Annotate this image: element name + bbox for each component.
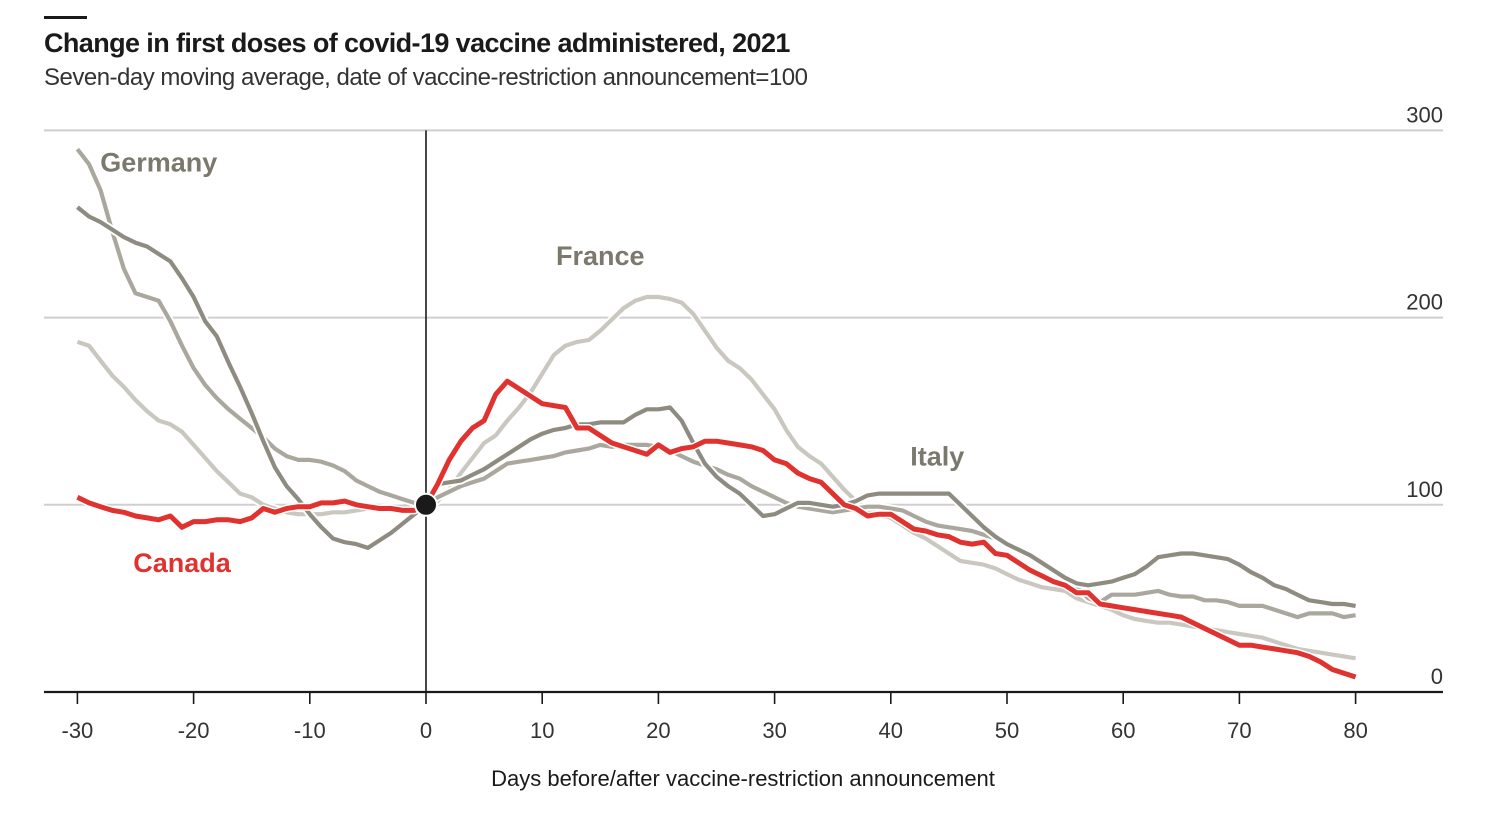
series-lines — [74, 146, 1357, 681]
chart-title: Change in first doses of covid-19 vaccin… — [44, 28, 790, 58]
y-axis-ticks: 0 100 200 300 — [1406, 102, 1443, 689]
series-label-italy: Italy — [910, 441, 964, 471]
gridlines — [44, 129, 1443, 506]
x-tick-label: 20 — [646, 718, 670, 743]
x-tick-label: -20 — [178, 718, 210, 743]
x-tick-label: 40 — [879, 718, 903, 743]
x-tick-label: 80 — [1343, 718, 1367, 743]
series-halo-canada — [75, 377, 1357, 681]
y-tick-label: 200 — [1406, 290, 1443, 315]
x-tick-label: -30 — [62, 718, 94, 743]
series-halo-italy — [74, 204, 1357, 610]
announcement-marker — [414, 492, 438, 517]
series-line-canada — [76, 378, 1357, 680]
x-tick-label: 70 — [1227, 718, 1251, 743]
x-axis-title: Days before/after vaccine-restriction an… — [491, 766, 995, 791]
series-labels: France Germany Italy Canada — [100, 148, 964, 579]
x-tick-label: 50 — [995, 718, 1019, 743]
x-tick-label: 10 — [530, 718, 554, 743]
series-line-france — [76, 294, 1356, 661]
x-tick-label: 0 — [420, 718, 432, 743]
x-axis-ticks: -30 -20 -10 0 10 20 30 40 50 60 70 80 — [62, 692, 1368, 743]
y-tick-label: 100 — [1406, 477, 1443, 502]
series-label-germany: Germany — [100, 148, 217, 178]
x-tick-label: -10 — [294, 718, 326, 743]
series-label-france: France — [556, 241, 645, 271]
series-line-italy — [76, 205, 1356, 608]
series-line-germany — [75, 147, 1356, 620]
x-tick-label: 60 — [1111, 718, 1135, 743]
title-rule — [44, 16, 87, 19]
chart-subtitle: Seven-day moving average, date of vaccin… — [44, 64, 808, 91]
x-tick-label: 30 — [762, 718, 786, 743]
y-tick-label: 300 — [1406, 102, 1443, 127]
y-tick-label: 0 — [1431, 664, 1443, 689]
series-halo-germany — [74, 146, 1357, 622]
series-label-canada: Canada — [133, 548, 232, 578]
